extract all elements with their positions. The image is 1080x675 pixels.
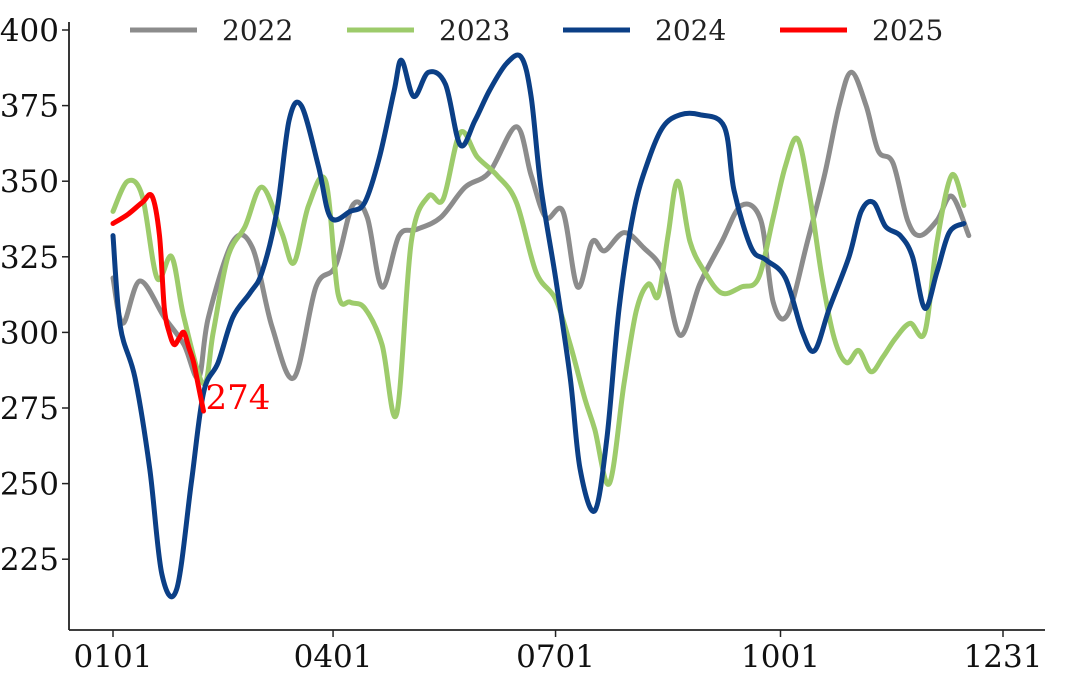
series-line-2024 xyxy=(110,52,967,600)
axes: 225 250 275 300 325 350 375 400 0101 0401 0701 1001… xyxy=(0,13,1045,675)
y-tick-label: 300 xyxy=(0,315,59,351)
series-line-2025 xyxy=(110,191,206,414)
series-line-2022 xyxy=(110,69,972,381)
x-tick-label: 0401 xyxy=(294,639,373,675)
y-tick-label: 250 xyxy=(0,467,59,503)
x-tick-label: 1231 xyxy=(964,639,1043,675)
legend-label-2025: 2025 xyxy=(872,14,943,47)
series-line-2023 xyxy=(110,129,967,487)
legend-label-2023: 2023 xyxy=(439,14,510,47)
y-tick-label: 400 xyxy=(0,13,59,49)
legend: 2022 2023 2024 2025 xyxy=(130,14,943,47)
y-tick-label: 375 xyxy=(0,89,59,125)
x-tick-label: 0101 xyxy=(74,639,153,675)
legend-label-2024: 2024 xyxy=(655,14,726,47)
annotations: 274 xyxy=(205,378,270,418)
y-tick-label: 225 xyxy=(0,542,59,578)
y-tick-label: 350 xyxy=(0,164,59,200)
legend-label-2022: 2022 xyxy=(222,14,293,47)
series-lines xyxy=(110,52,972,600)
y-tick-label: 275 xyxy=(0,391,59,427)
x-tick-label: 1001 xyxy=(741,639,820,675)
x-tick-label: 0701 xyxy=(516,639,595,675)
last-value-label: 274 xyxy=(205,378,270,418)
y-tick-label: 325 xyxy=(0,240,59,276)
